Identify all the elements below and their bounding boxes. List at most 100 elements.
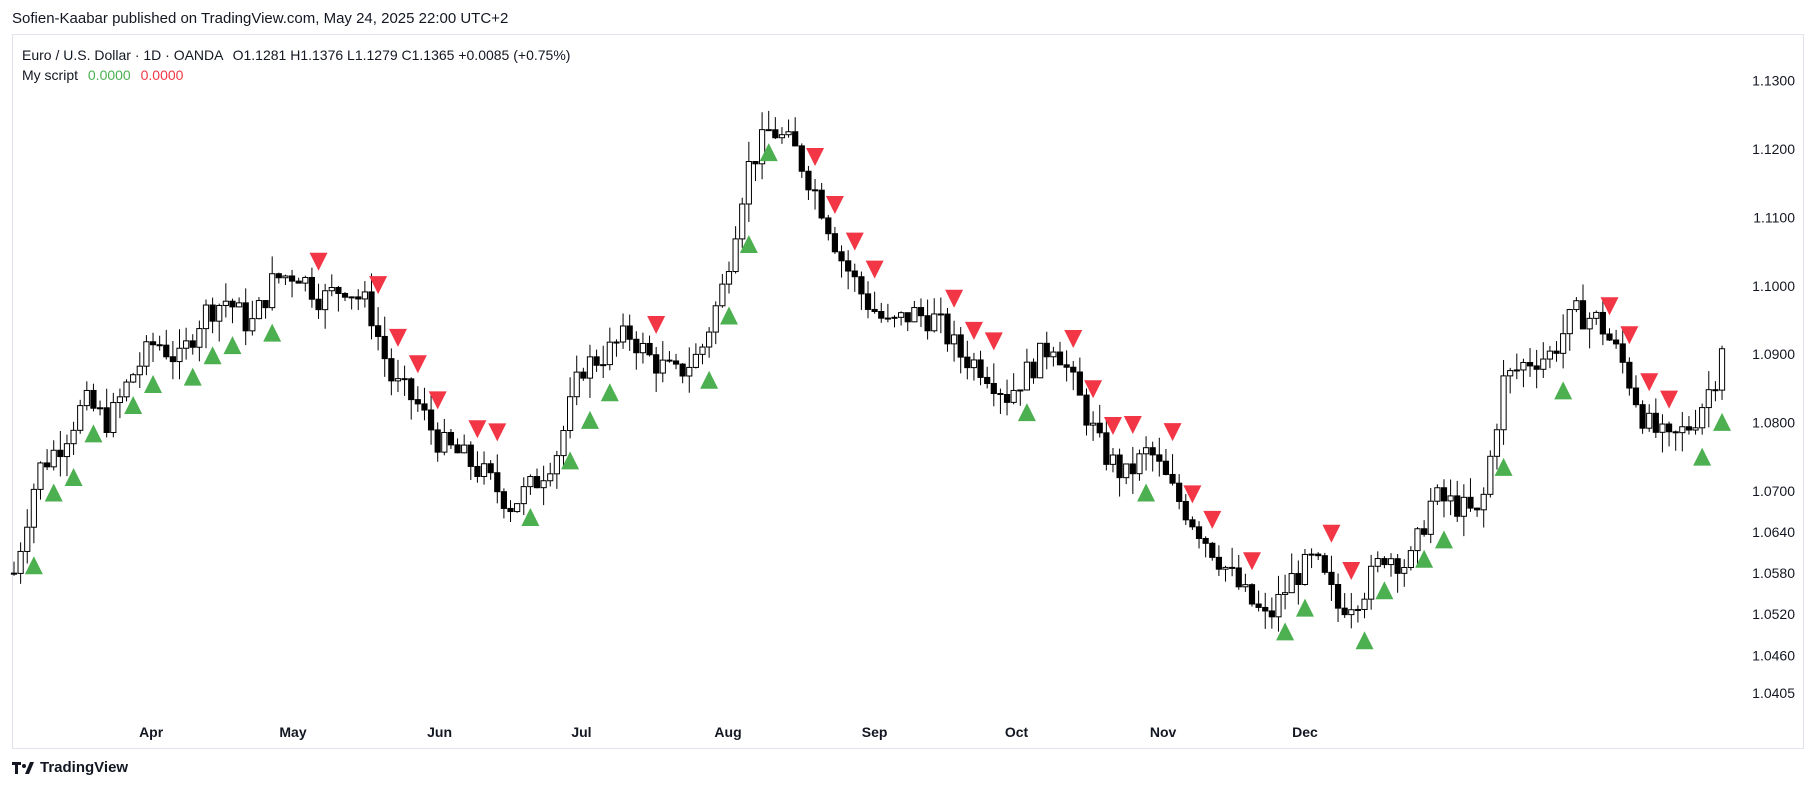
bull-signal-triangle bbox=[1415, 549, 1434, 568]
candle-up bbox=[1679, 426, 1686, 434]
bull-signal-triangle bbox=[144, 374, 163, 393]
x-tick-label: Dec bbox=[1292, 724, 1318, 740]
candle-up bbox=[778, 134, 786, 139]
candle-down bbox=[1262, 606, 1269, 612]
candle-down bbox=[1202, 537, 1209, 544]
candle-down bbox=[1334, 584, 1342, 609]
bull-signal-triangle bbox=[64, 467, 83, 486]
candle-down bbox=[1070, 366, 1077, 373]
tradingview-logo[interactable]: TradingView bbox=[12, 759, 128, 776]
candle-up bbox=[1586, 317, 1593, 330]
candle-up bbox=[732, 238, 739, 273]
candle-up bbox=[1401, 567, 1408, 574]
candle-up bbox=[1500, 375, 1507, 431]
bear-signal-triangle bbox=[388, 328, 407, 347]
bull-signal-triangle bbox=[1434, 530, 1453, 549]
symbol-title[interactable]: Euro / U.S. Dollar · 1D · OANDA bbox=[22, 47, 223, 63]
candle-up bbox=[361, 291, 368, 300]
x-tick-label: May bbox=[279, 724, 306, 740]
candle-down bbox=[1235, 567, 1242, 588]
candle-down bbox=[1533, 365, 1540, 370]
candle-up bbox=[547, 473, 554, 482]
candle-down bbox=[964, 356, 971, 369]
candle-down bbox=[295, 280, 302, 284]
candle-up bbox=[176, 347, 183, 363]
bull-signal-triangle bbox=[1375, 581, 1394, 600]
candle-down bbox=[447, 431, 455, 446]
bear-signal-triangle bbox=[1660, 390, 1679, 409]
x-tick-label: Jul bbox=[571, 724, 591, 740]
candle-down bbox=[1162, 460, 1170, 475]
candle-up bbox=[1090, 422, 1097, 426]
candle-down bbox=[1473, 507, 1481, 511]
candle-up bbox=[1037, 342, 1044, 379]
candle-up bbox=[1017, 389, 1024, 392]
candle-up bbox=[719, 283, 726, 307]
bull-signal-triangle bbox=[223, 336, 242, 355]
candle-down bbox=[1156, 454, 1163, 462]
bear-signal-triangle bbox=[369, 276, 388, 295]
bull-signal-triangle bbox=[561, 451, 580, 470]
candle-down bbox=[1421, 528, 1428, 535]
candle-up bbox=[725, 271, 733, 285]
candle-down bbox=[1394, 558, 1401, 574]
y-tick-label: 1.1300 bbox=[1752, 73, 1795, 89]
candle-up bbox=[1593, 311, 1600, 319]
bear-signal-triangle bbox=[1183, 485, 1202, 504]
candle-up bbox=[348, 296, 355, 299]
candle-up bbox=[116, 396, 124, 404]
bull-signal-triangle bbox=[183, 367, 202, 386]
bull-signal-triangle bbox=[1017, 403, 1036, 422]
indicator-name[interactable]: My script bbox=[22, 67, 78, 83]
bull-signal-triangle bbox=[1295, 598, 1314, 617]
candle-down bbox=[765, 129, 772, 132]
candle-down bbox=[1381, 558, 1388, 566]
bear-signal-triangle bbox=[865, 260, 884, 279]
candle-down bbox=[672, 360, 680, 365]
candle-up bbox=[686, 366, 693, 377]
candle-up bbox=[249, 318, 256, 332]
bull-signal-triangle bbox=[44, 483, 63, 502]
candle-down bbox=[653, 354, 660, 374]
candle-down bbox=[308, 276, 316, 300]
candle-up bbox=[136, 365, 143, 376]
candle-down bbox=[633, 338, 640, 354]
x-tick-label: Aug bbox=[714, 724, 741, 740]
candle-up bbox=[216, 304, 223, 322]
bear-signal-triangle bbox=[984, 332, 1003, 351]
candle-down bbox=[1639, 404, 1646, 429]
bear-signal-triangle bbox=[1600, 297, 1619, 316]
candle-down bbox=[752, 161, 759, 165]
candle-down bbox=[156, 344, 163, 347]
candle-down bbox=[355, 296, 362, 300]
candle-down bbox=[997, 393, 1004, 396]
candle-up bbox=[1513, 369, 1520, 372]
candle-up bbox=[123, 381, 130, 398]
candle-up bbox=[1546, 350, 1554, 360]
candle-up bbox=[891, 316, 898, 319]
candle-up bbox=[619, 325, 627, 343]
candle-down bbox=[1652, 412, 1659, 433]
candle-down bbox=[1103, 432, 1110, 465]
candle-down bbox=[1599, 311, 1606, 335]
candle-up bbox=[235, 302, 243, 308]
x-tick-label: Oct bbox=[1005, 724, 1029, 740]
candle-down bbox=[229, 300, 236, 308]
candle-up bbox=[1434, 487, 1441, 502]
y-tick-label: 1.0800 bbox=[1752, 415, 1795, 431]
bull-signal-triangle bbox=[263, 323, 282, 342]
candle-down bbox=[1341, 607, 1348, 616]
candle-down bbox=[408, 378, 415, 401]
x-tick-label: Nov bbox=[1150, 724, 1177, 740]
candle-down bbox=[871, 308, 878, 313]
y-tick-label: 1.0460 bbox=[1752, 647, 1795, 663]
candle-up bbox=[441, 431, 448, 453]
candle-down bbox=[163, 344, 170, 358]
candle-down bbox=[375, 325, 382, 337]
bear-signal-triangle bbox=[408, 355, 427, 374]
candle-down bbox=[500, 491, 508, 509]
candle-up bbox=[567, 396, 574, 432]
candle-up bbox=[1487, 455, 1494, 495]
candle-down bbox=[679, 363, 686, 377]
